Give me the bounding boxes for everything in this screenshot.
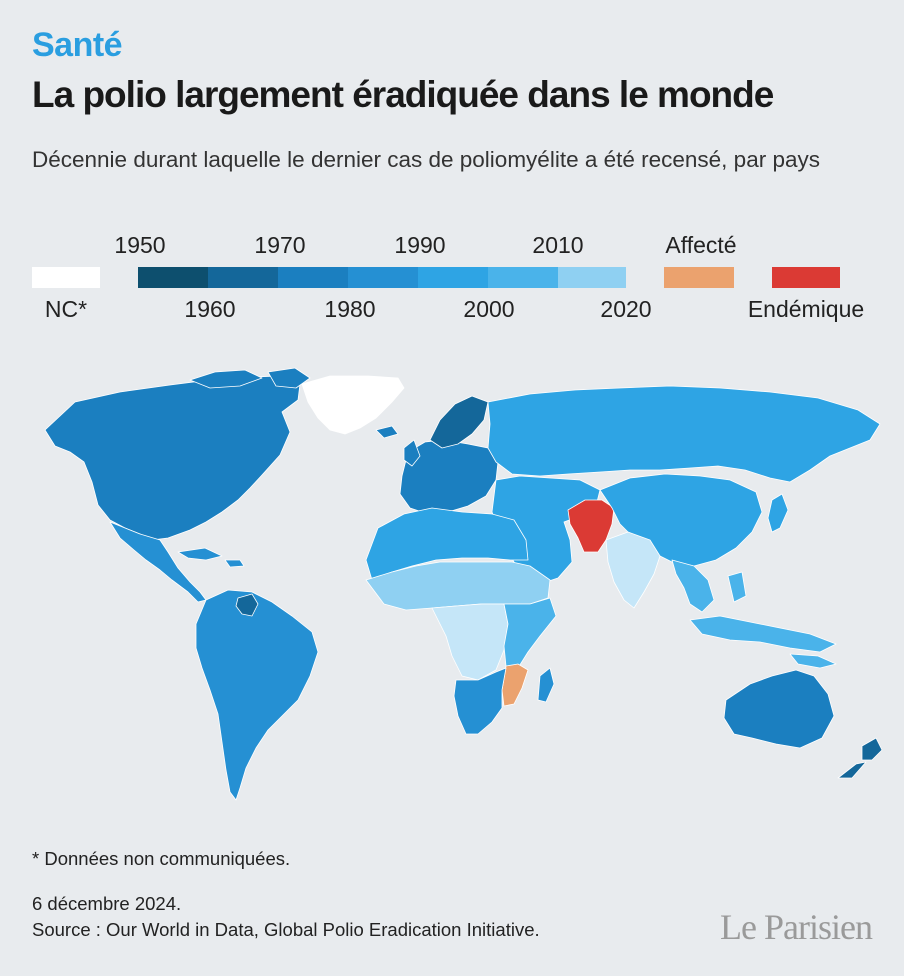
legend-label-nc: NC* (44, 296, 88, 322)
legend-label-1990: 1990 (394, 232, 446, 258)
legend-swatch-1980 (348, 267, 418, 288)
region-central-africa (431, 603, 509, 681)
region-central-america (177, 547, 223, 561)
le-parisien-logo: Le Parisien (720, 907, 873, 947)
legend-swatch-1990 (418, 267, 488, 288)
legend-swatch-2000 (488, 267, 558, 288)
legend-label-1960: 1960 (184, 296, 236, 322)
legend-label-endemic: Endémique (747, 296, 865, 322)
legend-label-2000: 2000 (463, 296, 515, 322)
region-southeast-asia (727, 571, 747, 603)
region-north-america (44, 375, 301, 541)
region-india (605, 531, 661, 609)
region-north-america (189, 369, 263, 389)
region-greenland (301, 375, 405, 435)
region-southeast-asia (789, 653, 837, 669)
legend: NC* 1950 1970 1990 2010 1960 1980 2000 2… (0, 0, 904, 340)
region-europe (375, 425, 399, 439)
region-russia (487, 385, 881, 483)
legend-label-1980: 1980 (324, 296, 376, 322)
region-china (767, 493, 789, 533)
legend-label-2010: 2010 (532, 232, 584, 258)
legend-swatch-1970 (278, 267, 348, 288)
legend-label-affected: Affecté (665, 232, 737, 258)
legend-swatch-nc (32, 267, 100, 288)
region-new-zealand (837, 761, 867, 779)
footnote: * Données non communiquées. (32, 848, 291, 869)
region-southeast-asia (689, 615, 837, 653)
region-new-zealand (861, 737, 883, 761)
region-sahel (365, 561, 551, 611)
region-scandinavia (429, 395, 489, 449)
region-southeast-asia (671, 559, 715, 613)
region-southern-africa (453, 667, 507, 735)
legend-swatch-affected (664, 267, 734, 288)
legend-swatch-1960 (208, 267, 278, 288)
region-central-america (109, 521, 207, 603)
source-note: Source : Our World in Data, Global Polio… (32, 919, 540, 940)
region-central-america (224, 559, 245, 568)
legend-label-1970: 1970 (254, 232, 306, 258)
region-south-america (195, 589, 319, 801)
publication-date: 6 décembre 2024. (32, 893, 182, 914)
page-title: La polio largement éradiquée dans le mon… (32, 74, 774, 115)
legend-label-1950: 1950 (114, 232, 166, 258)
region-europe (403, 439, 421, 467)
world-map (44, 367, 883, 801)
legend-label-2020: 2020 (600, 296, 652, 322)
subtitle: Décennie durant laquelle le dernier cas … (32, 147, 820, 172)
region-north-america (267, 367, 311, 389)
legend-swatch-1950 (138, 267, 208, 288)
legend-swatch-endemic (772, 267, 840, 288)
section-label: Santé (32, 26, 123, 64)
region-southern-africa (537, 667, 555, 703)
region-east-africa (503, 597, 557, 669)
legend-swatch-2010 (558, 267, 626, 288)
region-guyane (235, 593, 259, 617)
region-australia (723, 669, 835, 749)
